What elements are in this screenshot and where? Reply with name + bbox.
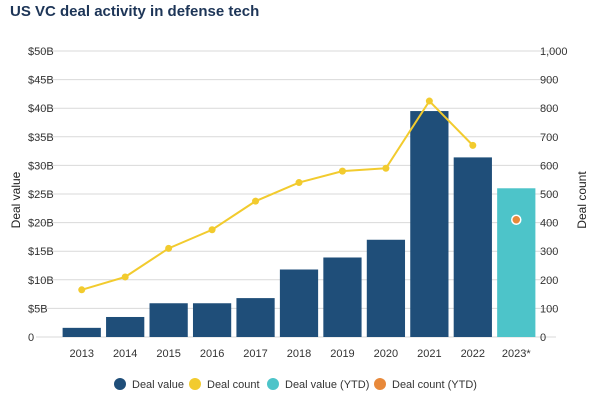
deal-value-bar bbox=[366, 239, 406, 337]
legend-item: Deal count (YTD) bbox=[374, 378, 477, 391]
legend-item: Deal value (YTD) bbox=[267, 378, 369, 391]
deal-value-bar bbox=[62, 327, 101, 337]
deal-count-point bbox=[165, 244, 173, 252]
left-tick-label: $5B bbox=[28, 303, 48, 315]
x-axis-ticks: 2013 2014 2015 2016 2017 2018 2019 2020 2021 2022… bbox=[69, 348, 531, 360]
x-tick-label: 2019 bbox=[330, 348, 354, 360]
deal-count-polyline bbox=[81, 99, 474, 291]
deal-count-point bbox=[78, 286, 86, 294]
deal-value-ytd-bar bbox=[497, 188, 536, 337]
x-tick-label: 2018 bbox=[287, 348, 311, 360]
deal-count-point bbox=[338, 167, 346, 175]
left-tick-label: $35B bbox=[28, 132, 54, 144]
deal-count-point bbox=[208, 226, 216, 234]
left-tick-label: $15B bbox=[28, 246, 54, 258]
x-tick-label: 2023* bbox=[502, 348, 531, 360]
deal-count-point bbox=[425, 97, 433, 105]
legend-label: Deal value (YTD) bbox=[285, 379, 369, 391]
right-tick-label: 500 bbox=[540, 189, 558, 201]
deal-value-bar bbox=[410, 111, 449, 337]
x-tick-label: 2017 bbox=[243, 348, 267, 360]
left-axis-label: Deal value bbox=[9, 171, 23, 228]
left-tick-label: 0 bbox=[28, 332, 34, 344]
left-tick-label: $40B bbox=[28, 103, 54, 115]
x-tick-label: 2016 bbox=[200, 348, 224, 360]
deal-count-point bbox=[295, 179, 303, 187]
deal-value-bar bbox=[323, 257, 362, 337]
legend-swatch bbox=[189, 378, 201, 390]
right-tick-label: 200 bbox=[540, 275, 558, 287]
legend-swatch bbox=[267, 378, 279, 390]
left-tick-label: $10B bbox=[28, 275, 54, 287]
deal-value-bar bbox=[149, 303, 188, 337]
legend: Deal value Deal count Deal value (YTD) Deal… bbox=[114, 378, 477, 391]
legend-swatch bbox=[114, 378, 126, 390]
deal-count-ytd-point bbox=[511, 214, 522, 225]
legend-swatch bbox=[374, 378, 386, 390]
right-tick-label: 300 bbox=[540, 246, 558, 258]
right-tick-label: 900 bbox=[540, 75, 558, 87]
deal-value-bar bbox=[236, 298, 275, 337]
x-tick-label: 2015 bbox=[156, 348, 180, 360]
x-tick-label: 2014 bbox=[113, 348, 137, 360]
deal-value-bar bbox=[453, 157, 492, 337]
x-tick-label: 2021 bbox=[417, 348, 441, 360]
left-tick-label: $30B bbox=[28, 160, 54, 172]
left-axis-ticks: 0 $5B $10B $15B $20B $25B $30B $35B $40B $45B $50B bbox=[28, 46, 54, 344]
bars bbox=[62, 111, 536, 337]
right-tick-label: 800 bbox=[540, 103, 558, 115]
deal-count-point bbox=[121, 273, 129, 281]
right-tick-label: 100 bbox=[540, 303, 558, 315]
right-tick-label: 0 bbox=[540, 332, 546, 344]
deal-count-point bbox=[252, 197, 260, 205]
legend-label: Deal value bbox=[132, 379, 184, 391]
left-tick-label: $50B bbox=[28, 46, 54, 58]
deal-value-bar bbox=[106, 316, 145, 337]
legend-label: Deal count bbox=[207, 379, 260, 391]
left-tick-label: $20B bbox=[28, 218, 54, 230]
deal-count-point bbox=[382, 164, 390, 172]
deal-value-bar bbox=[279, 269, 319, 337]
right-axis-label: Deal count bbox=[575, 171, 589, 229]
x-tick-label: 2022 bbox=[461, 348, 485, 360]
x-tick-label: 2013 bbox=[69, 348, 93, 360]
legend-item: Deal value bbox=[114, 378, 184, 391]
chart-title: US VC deal activity in defense tech bbox=[10, 3, 259, 20]
x-tick-label: 2020 bbox=[374, 348, 398, 360]
deal-count-line bbox=[78, 97, 522, 294]
deal-count-point bbox=[469, 141, 477, 149]
left-tick-label: $45B bbox=[28, 75, 54, 87]
legend-item: Deal count bbox=[189, 378, 260, 391]
left-tick-label: $25B bbox=[28, 189, 54, 201]
right-axis-ticks: 0 100 200 300 400 500 600 700 800 900 1,000 bbox=[540, 46, 568, 344]
right-tick-label: 600 bbox=[540, 160, 558, 172]
grid-lines bbox=[36, 50, 556, 338]
legend-label: Deal count (YTD) bbox=[392, 379, 477, 391]
right-tick-label: 400 bbox=[540, 218, 558, 230]
right-tick-label: 700 bbox=[540, 132, 558, 144]
deal-value-bar bbox=[192, 303, 232, 337]
right-tick-label: 1,000 bbox=[540, 46, 568, 58]
